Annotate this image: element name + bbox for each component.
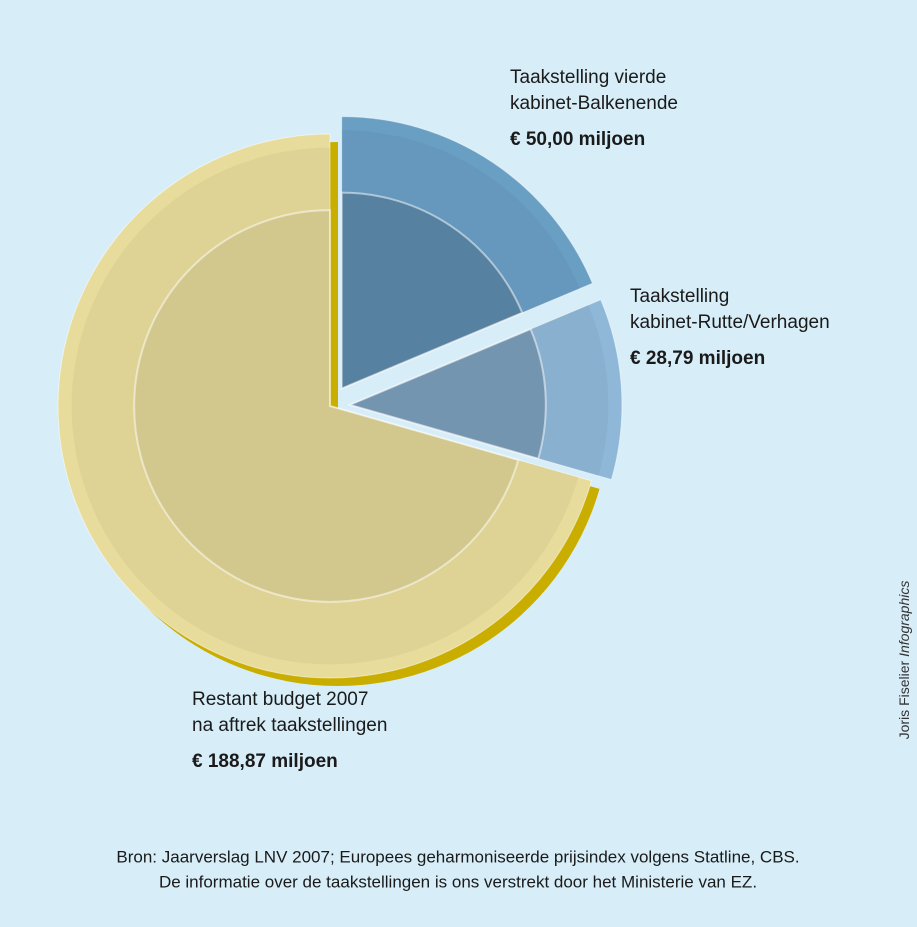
credit-studio: Infographics [896, 581, 912, 657]
slice [348, 298, 623, 481]
credit: Joris Fiselier Infographics [896, 581, 912, 740]
source: Bron: Jaarverslag LNV 2007; Europees geh… [116, 847, 799, 866]
slice-label: kabinet-Balkenende [510, 93, 678, 114]
source: De informatie over de taakstellingen is … [159, 872, 757, 891]
slice-label: Taakstelling [630, 286, 729, 307]
slice-label: na aftrek taakstellingen [192, 715, 387, 736]
slice-inner [346, 327, 547, 460]
pie [57, 116, 623, 686]
slice-inner [133, 209, 520, 603]
value-label: € 28,79 miljoen [630, 348, 765, 369]
slice-label: Restant budget 2007 [192, 689, 368, 710]
slice-label: Taakstelling vierde [510, 67, 666, 88]
slice [57, 133, 593, 679]
slice-inner [340, 191, 524, 391]
slice [341, 116, 594, 390]
slice-label: kabinet-Rutte/Verhagen [630, 312, 830, 333]
slice-rim [71, 147, 579, 665]
credit-name: Joris Fiselier [896, 660, 912, 739]
value-label: € 188,87 miljoen [192, 751, 338, 772]
slice-rim [341, 130, 580, 389]
value-label: € 50,00 miljoen [510, 129, 645, 150]
